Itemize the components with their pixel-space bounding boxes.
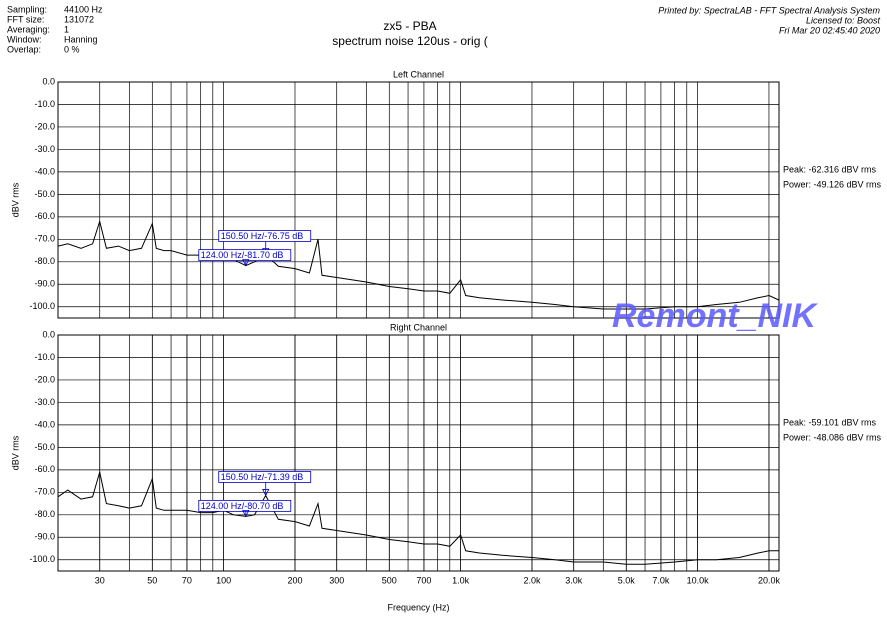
title: zx5 - PBA	[383, 19, 436, 33]
x-tick-label: 7.0k	[652, 575, 670, 585]
y-tick-label: -90.0	[34, 532, 55, 542]
x-tick-label: 5.0k	[618, 575, 636, 585]
y-tick-label: -40.0	[34, 419, 55, 429]
x-tick-label: 200	[287, 575, 302, 585]
x-tick-label: 300	[329, 575, 344, 585]
x-tick-label: 500	[382, 575, 397, 585]
info-key: Sampling:	[7, 4, 47, 14]
y-tick-label: -100.0	[29, 301, 55, 311]
marker-label: 150.50 Hz/-71.39 dB	[221, 472, 304, 482]
marker-box	[198, 499, 292, 512]
channel-title: Right Channel	[390, 322, 447, 332]
marker-arrow	[242, 509, 250, 518]
info-key: Overlap:	[7, 44, 41, 54]
charts: Left Channel 0.0 -10.0 -20.0 -30.0 -40.0 -50.0…	[10, 69, 881, 612]
info-value: 1	[64, 24, 69, 34]
marker-box	[218, 471, 312, 483]
plot-area	[57, 334, 780, 572]
y-tick-label: -30.0	[34, 397, 55, 407]
x-tick-label: 10.0k	[687, 575, 710, 585]
channel-stat: Power: -48.086 dBV rms	[783, 432, 882, 442]
y-tick-label: -70.0	[34, 234, 55, 244]
x-tick-label: 1.0k	[452, 575, 470, 585]
info-key: FFT size:	[7, 14, 44, 24]
header: Sampling: 44100 Hz FFT size: 131072 Aver…	[7, 4, 880, 54]
marker-arrow	[242, 259, 250, 267]
y-axis-label: dBV rms	[10, 435, 20, 470]
subtitle: spectrum noise 120us - orig (	[332, 34, 487, 48]
x-tick-label: 20.0k	[758, 575, 781, 585]
y-tick-label: 0.0	[42, 329, 55, 339]
x-tick-label: 700	[416, 575, 431, 585]
info-value: Hanning	[64, 34, 98, 44]
marker-box	[198, 249, 292, 262]
x-tick-label: 30	[95, 575, 105, 585]
y-tick-label: -80.0	[34, 256, 55, 266]
y-tick-label: -80.0	[34, 509, 55, 519]
y-tick-label: -60.0	[34, 211, 55, 221]
info-value: 0 %	[64, 44, 80, 54]
channel-title: Left Channel	[393, 69, 444, 79]
y-tick-label: 0.0	[42, 76, 55, 86]
y-tick-label: -90.0	[34, 279, 55, 289]
x-tick-label: 2.0k	[523, 575, 541, 585]
y-tick-label: -70.0	[34, 487, 55, 497]
marker-arrow	[262, 489, 270, 497]
x-axis-label: Frequency (Hz)	[387, 602, 449, 612]
plot-area	[57, 81, 780, 319]
y-tick-label: -40.0	[34, 166, 55, 176]
y-tick-label: -50.0	[34, 442, 55, 452]
y-tick-label: -50.0	[34, 189, 55, 199]
y-tick-label: -60.0	[34, 464, 55, 474]
y-tick-label: -20.0	[34, 374, 55, 384]
x-tick-label: 50	[147, 575, 157, 585]
spectrum-line	[57, 471, 779, 565]
y-tick-label: -30.0	[34, 144, 55, 154]
x-tick-label: 3.0k	[565, 575, 583, 585]
y-axis-label: dBV rms	[10, 182, 20, 217]
info-value: 44100 Hz	[64, 4, 103, 14]
channel-stat: Peak: -62.316 dBV rms	[783, 164, 877, 174]
marker-label: 124.00 Hz/-81.70 dB	[201, 250, 284, 260]
info-key: Averaging:	[7, 24, 50, 34]
watermark: Remont_NIK	[612, 297, 818, 335]
y-tick-label: -20.0	[34, 121, 55, 131]
y-tick-label: -100.0	[29, 554, 55, 564]
channel-stat: Peak: -59.101 dBV rms	[783, 417, 877, 427]
marker-label: 150.50 Hz/-76.75 dB	[221, 231, 304, 241]
x-tick-label: 100	[216, 575, 231, 585]
marker-label: 124.00 Hz/-80.70 dB	[201, 501, 284, 511]
channel-stat: Power: -49.126 dBV rms	[783, 179, 882, 189]
y-tick-label: -10.0	[34, 352, 55, 362]
printed-by: Licensed to: Boost	[806, 15, 881, 25]
info-value: 131072	[64, 14, 94, 24]
info-key: Window:	[7, 34, 42, 44]
x-tick-label: 70	[182, 575, 192, 585]
spectrum-line	[57, 219, 780, 310]
printed-by: Printed by: SpectraLAB - FFT Spectral An…	[658, 5, 880, 15]
printed-by: Fri Mar 20 02:45:40 2020	[779, 25, 880, 35]
y-tick-label: -10.0	[34, 99, 55, 109]
marker-box	[218, 230, 312, 242]
